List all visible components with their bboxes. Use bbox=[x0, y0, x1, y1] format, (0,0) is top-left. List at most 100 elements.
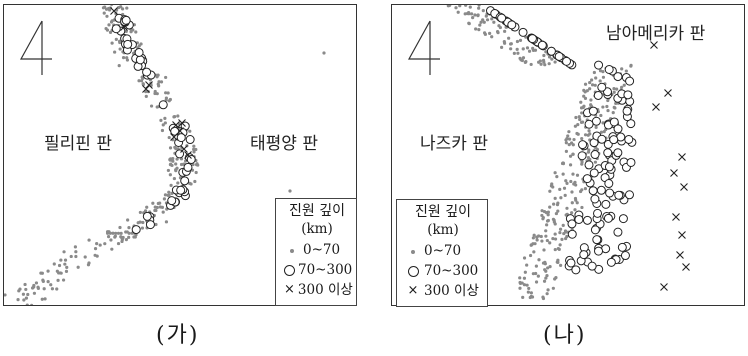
shallow-epicenter-dot bbox=[154, 208, 158, 213]
legend-unit: (km) bbox=[301, 221, 333, 237]
shallow-epicenter-dot bbox=[485, 18, 490, 22]
shallow-epicenter-dot bbox=[545, 292, 549, 296]
shallow-epicenter-dot bbox=[40, 271, 44, 275]
shallow-epicenter-dot bbox=[169, 162, 173, 166]
caption-b: (나) bbox=[543, 323, 587, 348]
shallow-epicenter-dot bbox=[524, 60, 528, 64]
mid-epicenter-circle bbox=[142, 211, 152, 221]
mid-epicenter-circle bbox=[588, 106, 598, 116]
shallow-epicenter-dot bbox=[164, 220, 169, 224]
shallow-epicenter-dot bbox=[176, 181, 180, 185]
mid-epicenter-circle bbox=[562, 56, 572, 66]
mid-epicenter-circle bbox=[158, 100, 168, 110]
dot-icon bbox=[405, 241, 421, 261]
shallow-epicenter-dot bbox=[521, 295, 525, 299]
shallow-epicenter-dot bbox=[580, 162, 584, 166]
shallow-epicenter-dot bbox=[598, 79, 602, 83]
shallow-epicenter-dot bbox=[570, 211, 574, 215]
shallow-epicenter-dot bbox=[580, 111, 584, 115]
shallow-epicenter-dot bbox=[563, 193, 567, 197]
shallow-epicenter-dot bbox=[558, 187, 562, 191]
shallow-epicenter-dot bbox=[542, 53, 546, 58]
shallow-epicenter-dot bbox=[529, 294, 533, 299]
shallow-epicenter-dot bbox=[540, 239, 544, 243]
shallow-epicenter-dot bbox=[484, 14, 488, 18]
shallow-epicenter-dot bbox=[125, 58, 130, 62]
mid-epicenter-circle bbox=[121, 15, 131, 25]
shallow-epicenter-dot bbox=[564, 141, 568, 145]
shallow-epicenter-dot bbox=[564, 138, 568, 142]
shallow-epicenter-dot bbox=[59, 258, 63, 262]
mid-epicenter-circle bbox=[613, 124, 623, 134]
north-arrow-icon bbox=[407, 20, 440, 75]
shallow-epicenter-dot bbox=[156, 201, 160, 206]
shallow-epicenter-dot bbox=[74, 254, 78, 259]
shallow-epicenter-dot bbox=[556, 258, 560, 262]
shallow-epicenter-dot bbox=[548, 241, 552, 245]
shallow-epicenter-dot bbox=[469, 12, 474, 16]
shallow-epicenter-dot bbox=[159, 80, 164, 84]
shallow-epicenter-dot bbox=[490, 17, 494, 21]
epicenter-map-b bbox=[446, 5, 690, 301]
shallow-epicenter-dot bbox=[564, 149, 568, 153]
shallow-epicenter-dot bbox=[87, 238, 91, 242]
shallow-epicenter-dot bbox=[69, 254, 73, 259]
shallow-epicenter-dot bbox=[561, 161, 565, 165]
legend-title: 진원 깊이 bbox=[415, 204, 471, 220]
shallow-epicenter-dot bbox=[612, 87, 616, 91]
shallow-epicenter-dot bbox=[127, 225, 131, 230]
shallow-epicenter-dot bbox=[167, 135, 171, 140]
map-panel-b: 나즈카 판 남아메리카 판 진원 깊이 (km) 0~70 70~300 × 30… bbox=[391, 4, 745, 307]
shallow-epicenter-dot bbox=[546, 213, 550, 217]
shallow-epicenter-dot bbox=[551, 236, 555, 241]
mid-epicenter-circle bbox=[618, 214, 628, 224]
shallow-epicenter-dot bbox=[174, 146, 178, 151]
shallow-epicenter-dot bbox=[46, 269, 50, 273]
shallow-epicenter-dot bbox=[561, 172, 565, 176]
deep-epicenter-cross bbox=[176, 127, 184, 135]
shallow-epicenter-dot bbox=[16, 298, 20, 302]
shallow-epicenter-dot bbox=[552, 202, 556, 206]
shallow-epicenter-dot bbox=[580, 205, 584, 210]
deep-epicenter-cross bbox=[678, 231, 686, 239]
shallow-epicenter-dot bbox=[558, 231, 562, 235]
shallow-epicenter-dot bbox=[118, 47, 122, 51]
shallow-epicenter-dot bbox=[620, 67, 624, 71]
shallow-epicenter-dot bbox=[141, 82, 146, 87]
shallow-epicenter-dot bbox=[539, 62, 543, 66]
shallow-epicenter-dot bbox=[25, 303, 29, 305]
shallow-epicenter-dot bbox=[555, 175, 559, 179]
shallow-epicenter-dot bbox=[40, 297, 44, 301]
shallow-epicenter-dot bbox=[601, 105, 605, 109]
shallow-epicenter-dot bbox=[576, 123, 580, 127]
shallow-epicenter-dot bbox=[139, 42, 143, 46]
deep-epicenter-cross bbox=[664, 89, 672, 97]
shallow-epicenter-dot bbox=[110, 41, 114, 45]
legend-a: 진원 깊이 (km) 0~70 70~300 × 300 이상 bbox=[275, 198, 357, 306]
shallow-epicenter-dot bbox=[63, 258, 68, 262]
mid-epicenter-circle bbox=[593, 208, 603, 218]
shallow-epicenter-dot bbox=[30, 303, 34, 305]
shallow-epicenter-dot bbox=[476, 13, 480, 17]
mid-epicenter-circle bbox=[186, 154, 196, 164]
shallow-epicenter-dot bbox=[62, 250, 66, 254]
shallow-epicenter-dot bbox=[521, 47, 525, 51]
shallow-epicenter-dot bbox=[522, 283, 527, 287]
shallow-epicenter-dot bbox=[175, 166, 179, 170]
shallow-epicenter-dot bbox=[590, 83, 595, 87]
shallow-epicenter-dot bbox=[168, 173, 172, 177]
shallow-epicenter-dot bbox=[173, 114, 177, 119]
caption-a: (가) bbox=[156, 323, 200, 348]
shallow-epicenter-dot bbox=[581, 120, 585, 124]
shallow-epicenter-dot bbox=[189, 182, 193, 186]
deep-epicenter-cross bbox=[660, 283, 668, 291]
shallow-epicenter-dot bbox=[595, 147, 600, 152]
shallow-epicenter-dot bbox=[532, 250, 536, 254]
shallow-epicenter-dot bbox=[118, 225, 122, 230]
mid-epicenter-circle bbox=[527, 34, 537, 44]
mid-epicenter-circle bbox=[626, 157, 636, 167]
shallow-epicenter-dot bbox=[577, 115, 581, 119]
shallow-epicenter-dot bbox=[192, 144, 196, 148]
mid-epicenter-circle bbox=[614, 190, 624, 200]
deep-epicenter-cross bbox=[180, 145, 188, 153]
